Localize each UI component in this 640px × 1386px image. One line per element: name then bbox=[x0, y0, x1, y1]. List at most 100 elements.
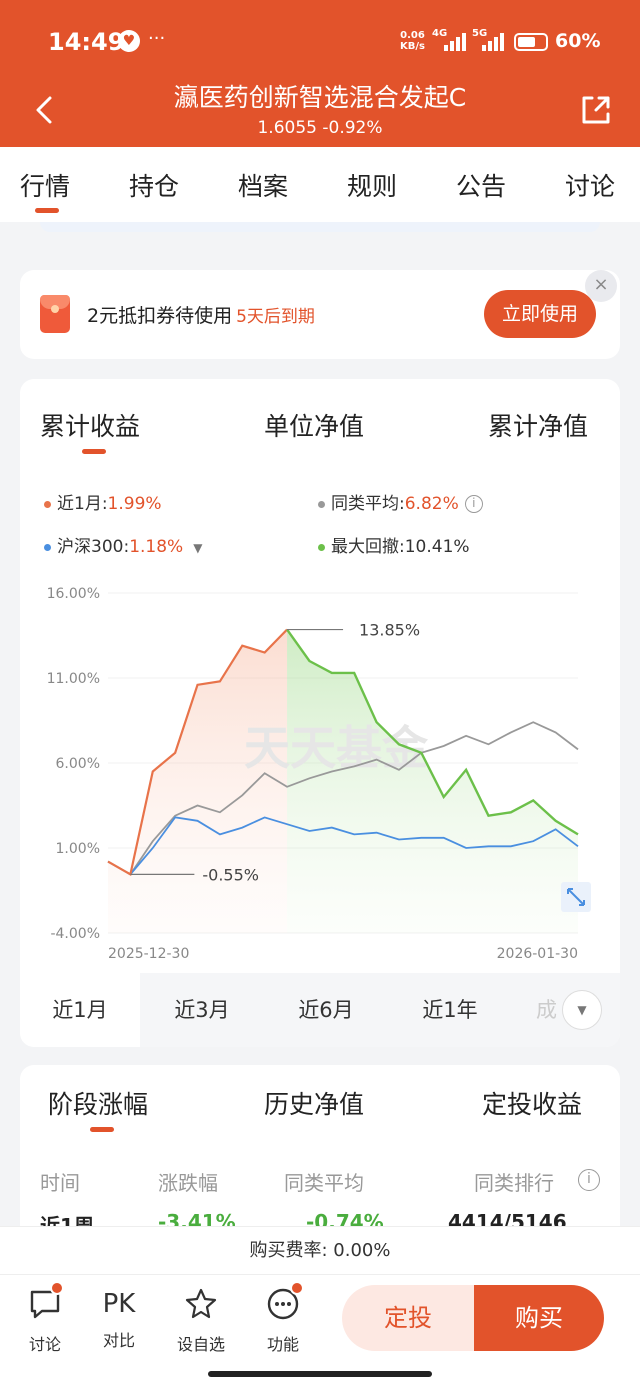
coupon-card: 2元抵扣券待使用 5天后到期 立即使用 bbox=[20, 270, 620, 359]
network-speed: 0.06 KB/s bbox=[400, 30, 425, 52]
period-3m[interactable]: 近3月 bbox=[174, 998, 230, 1022]
collapsed-panel-edge bbox=[40, 222, 600, 232]
status-time: 14:49 bbox=[48, 28, 125, 56]
header-rank: 同类排行 bbox=[474, 1171, 554, 1195]
y-tick-label: 6.00% bbox=[56, 756, 100, 772]
add-watchlist-button[interactable]: 设自选 bbox=[166, 1287, 236, 1355]
signal-icon bbox=[444, 33, 468, 51]
legend-value: 6.82% bbox=[404, 494, 459, 514]
tab-sip-return[interactable]: 定投收益 bbox=[482, 1090, 583, 1119]
legend-dot bbox=[44, 543, 51, 551]
period-1m[interactable]: 近1月 bbox=[20, 973, 140, 1047]
more-circle-icon bbox=[267, 1288, 299, 1320]
coupon-text: 2元抵扣券待使用 bbox=[87, 305, 233, 327]
notification-dot bbox=[50, 1281, 64, 1295]
battery-percent: 60% bbox=[555, 30, 601, 52]
return-chart: 天天基金 16.00% 11.00% 6.00% 1.00% -4.00% 2025-12… bbox=[47, 586, 591, 962]
chart-card: 累计收益 单位净值 累计净值 近1月:1.99% 同类平均:6.82% i 沪深3… bbox=[20, 379, 620, 1047]
tab-announcements[interactable]: 公告 bbox=[456, 172, 507, 201]
red-envelope-icon bbox=[40, 295, 70, 333]
legend-value: 10.41% bbox=[404, 537, 470, 557]
tab-discussion[interactable]: 讨论 bbox=[565, 172, 616, 201]
coupon-description: 2元抵扣券待使用 5天后到期 bbox=[87, 301, 315, 328]
legend-label: 沪深300: bbox=[57, 537, 130, 557]
series-line-drawdown bbox=[286, 628, 579, 836]
legend-label: 最大回撤: bbox=[331, 537, 405, 557]
legend-index[interactable]: 沪深300:1.18% ▼ bbox=[44, 532, 202, 557]
discuss-label: 讨论 bbox=[28, 1335, 61, 1354]
min-label: -0.55% bbox=[202, 865, 259, 884]
star-plus-icon bbox=[185, 1288, 217, 1319]
tab-rules[interactable]: 规则 bbox=[347, 172, 398, 201]
tab-history-nav[interactable]: 历史净值 bbox=[264, 1090, 365, 1119]
chat-bubble-icon bbox=[30, 1290, 60, 1319]
status-bar: 14:49 ♥ ··· 0.06 KB/s 4G 5G 60% bbox=[0, 0, 640, 84]
bottom-action-bar: 讨论 PK 对比 设自选 功能 定投 购买 bbox=[0, 1274, 640, 1386]
tab-cumulative-return[interactable]: 累计收益 bbox=[40, 412, 141, 441]
legend-dot bbox=[318, 543, 325, 551]
tab-market[interactable]: 行情 bbox=[20, 172, 71, 201]
speed-unit: KB/s bbox=[400, 41, 425, 52]
back-arrow-icon[interactable] bbox=[30, 90, 60, 130]
health-icon: ♥ bbox=[118, 30, 140, 52]
tab-unit-nav[interactable]: 单位净值 bbox=[264, 412, 365, 441]
legend-value: 1.18% bbox=[129, 537, 184, 557]
coupon-expiry: 5天后到期 bbox=[236, 307, 315, 327]
y-tick-label: 16.00% bbox=[47, 586, 100, 602]
speed-value: 0.06 bbox=[400, 30, 425, 41]
chart-tab-indicator bbox=[82, 449, 106, 454]
legend-dot bbox=[318, 500, 325, 508]
legend-label: 同类平均: bbox=[331, 494, 405, 514]
chevron-down-icon[interactable]: ▼ bbox=[562, 990, 602, 1030]
legend-fund: 近1月:1.99% bbox=[44, 489, 162, 514]
y-tick-label: -4.00% bbox=[50, 926, 100, 942]
info-icon[interactable]: i bbox=[464, 495, 483, 513]
period-inception[interactable]: 成 bbox=[536, 998, 557, 1022]
caret-down-icon: ▼ bbox=[193, 541, 203, 555]
fund-title: 瀛医药创新智选混合发起C bbox=[173, 83, 467, 112]
home-indicator bbox=[208, 1371, 432, 1377]
period-1y[interactable]: 近1年 bbox=[422, 998, 478, 1022]
tab-holdings[interactable]: 持仓 bbox=[129, 172, 180, 201]
share-icon[interactable] bbox=[578, 92, 614, 128]
series-line-peer bbox=[107, 721, 579, 876]
signal-icon bbox=[482, 33, 506, 51]
drawdown-area bbox=[287, 629, 578, 933]
compare-button[interactable]: PK 对比 bbox=[84, 1287, 154, 1351]
sip-button[interactable]: 定投 bbox=[342, 1285, 474, 1351]
max-label: 13.85% bbox=[359, 621, 420, 640]
buy-button[interactable]: 购买 bbox=[474, 1285, 604, 1351]
expand-chart-icon[interactable] bbox=[561, 882, 591, 912]
app-header: 14:49 ♥ ··· 0.06 KB/s 4G 5G 60% 瀛医药创新智选混… bbox=[0, 0, 640, 147]
network-5g-label: 5G bbox=[472, 28, 488, 39]
watermark: 天天基金 bbox=[244, 721, 429, 775]
functions-button[interactable]: 功能 bbox=[248, 1287, 318, 1355]
active-tab-indicator bbox=[35, 208, 59, 213]
legend-dot bbox=[44, 500, 51, 508]
tab-stage-return[interactable]: 阶段涨幅 bbox=[48, 1090, 149, 1119]
legend-peer: 同类平均:6.82% i bbox=[318, 489, 483, 514]
legend-value: 1.99% bbox=[107, 494, 162, 514]
header-change: 涨跌幅 bbox=[158, 1171, 218, 1195]
use-coupon-button[interactable]: 立即使用 bbox=[484, 290, 596, 338]
info-icon[interactable]: i bbox=[578, 1169, 600, 1191]
y-tick-label: 1.00% bbox=[56, 841, 100, 857]
header-peer-avg: 同类平均 bbox=[284, 1171, 364, 1195]
more-dots-icon: ··· bbox=[148, 28, 166, 49]
tab-profile[interactable]: 档案 bbox=[238, 172, 289, 201]
series-line-index bbox=[107, 816, 579, 876]
pk-icon: PK bbox=[102, 1289, 136, 1319]
legend-drawdown: 最大回撤:10.41% bbox=[318, 532, 470, 557]
fund-nav-change: 1.6055 -0.92% bbox=[257, 118, 383, 138]
tab-accumulated-nav[interactable]: 累计净值 bbox=[488, 412, 589, 441]
period-6m[interactable]: 近6月 bbox=[298, 998, 354, 1022]
notification-dot bbox=[290, 1281, 304, 1295]
battery-icon bbox=[514, 33, 548, 51]
x-tick-label: 2025-12-30 bbox=[108, 946, 189, 962]
discuss-button[interactable]: 讨论 bbox=[10, 1287, 80, 1355]
compare-label: 对比 bbox=[102, 1331, 135, 1350]
main-tabs: 行情 持仓 档案 规则 公告 讨论 bbox=[0, 147, 640, 222]
stage-performance-card: 阶段涨幅 历史净值 定投收益 时间 涨跌幅 同类平均 同类排行 i 近1周 -3… bbox=[20, 1065, 620, 1245]
close-icon[interactable]: × bbox=[585, 270, 617, 302]
stage-tab-indicator bbox=[90, 1127, 114, 1132]
